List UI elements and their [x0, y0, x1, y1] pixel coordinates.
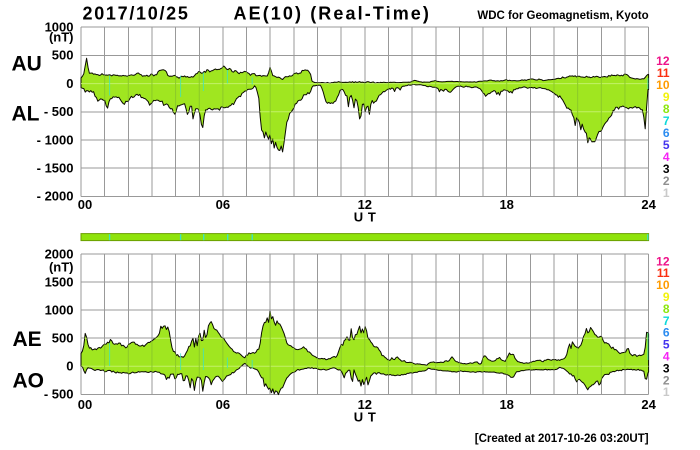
svg-text:8: 8	[663, 302, 670, 316]
svg-text:12: 12	[656, 54, 670, 68]
svg-text:- 500: - 500	[44, 387, 74, 402]
svg-text:5: 5	[663, 338, 670, 352]
svg-text:06: 06	[216, 197, 230, 212]
svg-text:18: 18	[499, 197, 513, 212]
svg-text:(nT): (nT)	[49, 259, 74, 274]
svg-text:11: 11	[657, 266, 670, 280]
svg-text:[Created at 2017-10-26 03:20UT: [Created at 2017-10-26 03:20UT]	[475, 433, 649, 445]
svg-text:8: 8	[663, 102, 670, 116]
svg-text:AE: AE	[13, 328, 42, 351]
svg-text:10: 10	[656, 78, 670, 92]
svg-text:1: 1	[663, 186, 670, 200]
svg-text:00: 00	[78, 397, 92, 412]
svg-text:12: 12	[358, 197, 372, 212]
svg-text:12: 12	[656, 254, 670, 268]
svg-text:500: 500	[52, 331, 74, 346]
svg-text:AU: AU	[12, 52, 42, 75]
svg-text:24: 24	[641, 397, 656, 412]
svg-text:9: 9	[663, 290, 670, 304]
svg-text:1: 1	[663, 385, 670, 399]
svg-text:6: 6	[663, 326, 670, 340]
svg-text:4: 4	[663, 350, 670, 364]
svg-text:3: 3	[663, 162, 670, 176]
svg-text:- 2000: - 2000	[37, 189, 74, 204]
svg-text:- 500: - 500	[44, 104, 74, 119]
svg-text:0: 0	[66, 359, 73, 374]
svg-text:4: 4	[663, 150, 670, 164]
svg-text:10: 10	[656, 278, 670, 292]
svg-text:06: 06	[216, 397, 230, 412]
svg-text:(nT): (nT)	[49, 30, 74, 45]
svg-text:00: 00	[78, 197, 92, 212]
svg-text:11: 11	[657, 66, 670, 80]
svg-text:2: 2	[663, 174, 670, 188]
svg-text:5: 5	[663, 138, 670, 152]
svg-text:U T: U T	[354, 209, 376, 224]
svg-text:24: 24	[641, 197, 656, 212]
svg-text:7: 7	[663, 314, 670, 328]
svg-text:U T: U T	[354, 410, 376, 425]
svg-text:- 1500: - 1500	[37, 161, 74, 176]
svg-text:- 1000: - 1000	[37, 132, 74, 147]
svg-text:2017/10/25: 2017/10/25	[83, 4, 190, 24]
svg-text:WDC for Geomagnetism, Kyoto: WDC for Geomagnetism, Kyoto	[477, 10, 648, 22]
svg-text:18: 18	[499, 397, 513, 412]
svg-text:AL: AL	[12, 102, 40, 125]
svg-text:7: 7	[663, 114, 670, 128]
svg-text:AE(10) (Real-Time): AE(10) (Real-Time)	[234, 4, 432, 24]
svg-text:9: 9	[663, 90, 670, 104]
svg-text:500: 500	[52, 48, 74, 63]
svg-text:12: 12	[358, 397, 372, 412]
svg-text:1000: 1000	[45, 20, 74, 35]
svg-text:2000: 2000	[45, 246, 74, 261]
svg-text:6: 6	[663, 126, 670, 140]
svg-text:1500: 1500	[45, 274, 74, 289]
svg-text:AO: AO	[13, 370, 45, 393]
svg-text:1000: 1000	[45, 302, 74, 317]
svg-text:2: 2	[663, 373, 670, 387]
svg-text:3: 3	[663, 361, 670, 375]
svg-text:0: 0	[66, 76, 73, 91]
